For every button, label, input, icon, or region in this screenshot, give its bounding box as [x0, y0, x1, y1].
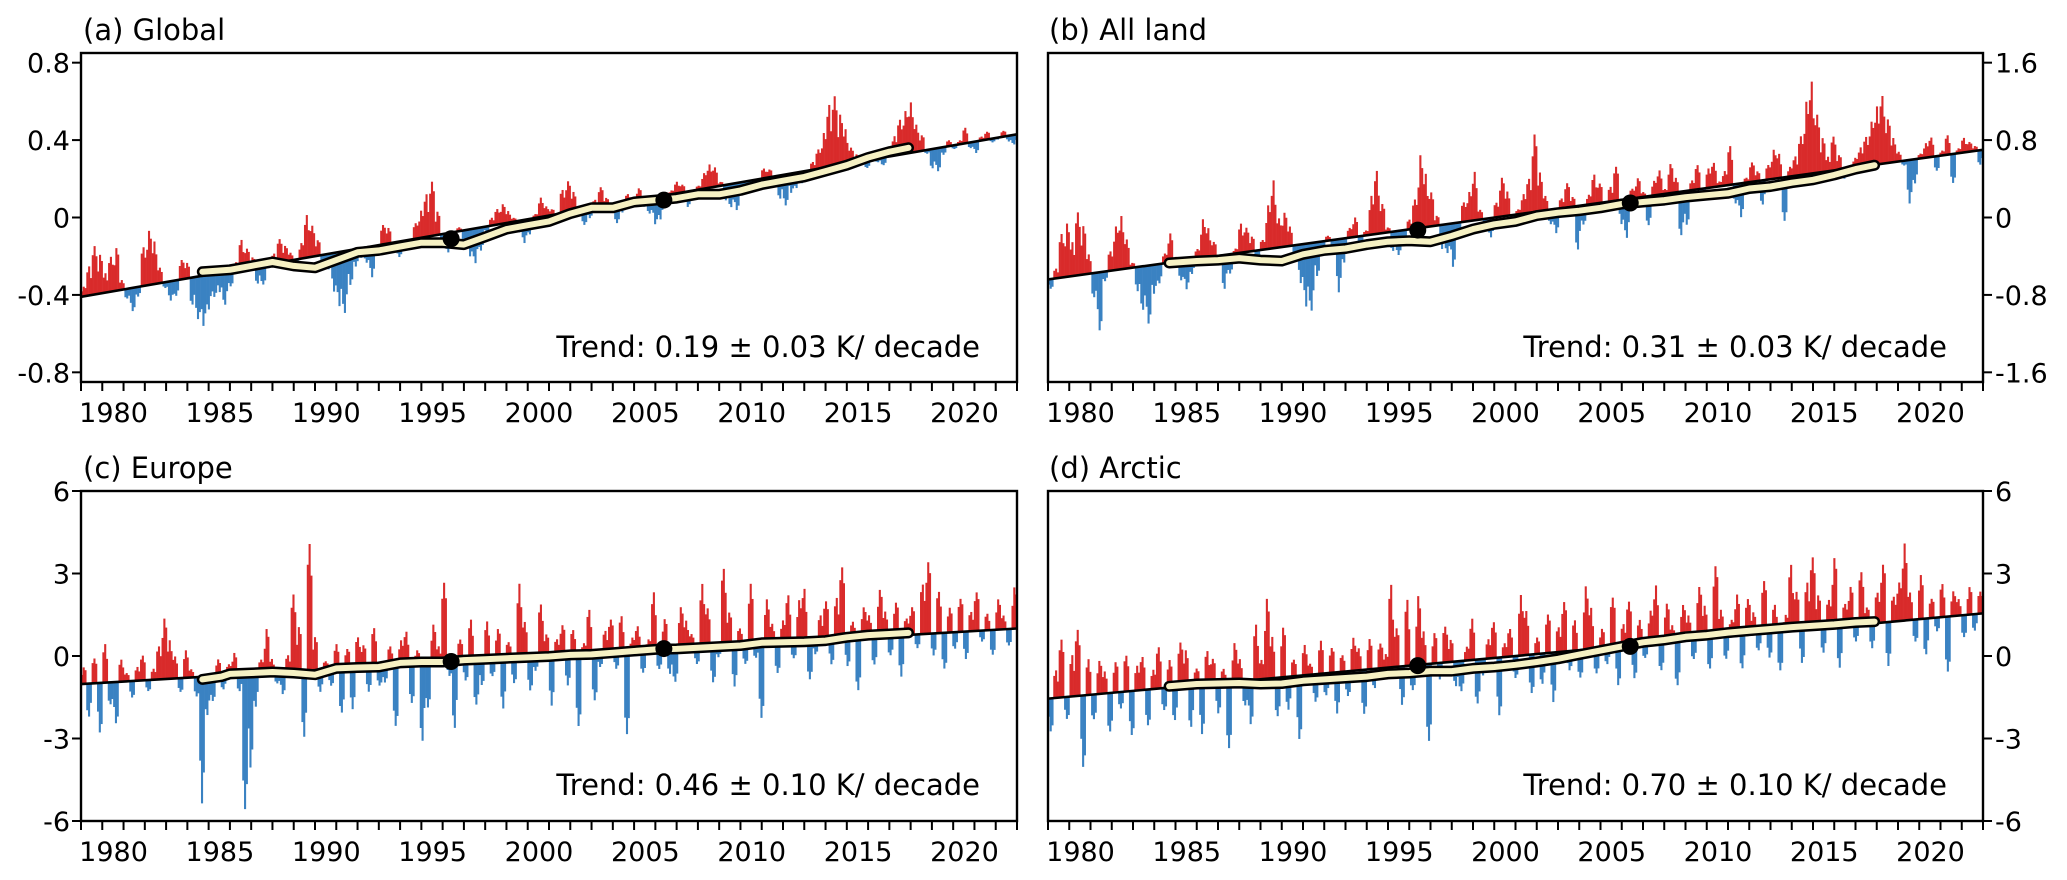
running-mean-line — [199, 629, 912, 683]
plot-area: 1980 1985 1990 1995 2000 2005 2010 2015 2020 6 3 0 -… — [43, 477, 1019, 868]
x-tick-label: 1995 — [398, 398, 467, 429]
marker-dot — [1409, 221, 1427, 239]
x-tick-label: 2005 — [611, 837, 680, 868]
x-tick-label: 1985 — [1152, 398, 1221, 429]
x-tick-label: 1990 — [292, 837, 361, 868]
x-tick-label: 2010 — [1684, 837, 1753, 868]
x-tick-label: 2005 — [1577, 837, 1646, 868]
x-tick-label: 1985 — [1152, 837, 1221, 868]
x-tick-label: 1990 — [292, 398, 361, 429]
panel-arctic: (d) Arctic 1980 1985 1990 1995 2000 2005 2010 2… — [1046, 451, 2022, 868]
y-tick-label: 3 — [1995, 560, 2012, 591]
marker-dot — [442, 230, 460, 248]
y-tick-label: 0 — [53, 642, 70, 673]
y-tick-label: -6 — [43, 807, 70, 838]
trend-annotation: Trend: 0.31 ± 0.03 K/ decade — [1522, 330, 1947, 364]
x-tick-label: 2005 — [611, 398, 680, 429]
panel-title: (c) Europe — [83, 451, 233, 485]
x-tick-label: 1990 — [1259, 398, 1328, 429]
x-tick-label: 2015 — [824, 398, 893, 429]
trend-annotation: Trend: 0.46 ± 0.10 K/ decade — [555, 768, 980, 802]
plot-area: 1980 1985 1990 1995 2000 2005 2010 2015 2020 0.8 0… — [17, 49, 1019, 429]
panel-global: (a) Global 1980 1985 1990 1995 2000 2005 2010 2… — [17, 13, 1019, 429]
series-group — [1048, 543, 1983, 767]
x-tick-label: 1980 — [1046, 837, 1115, 868]
x-tick-label: 1995 — [1365, 398, 1434, 429]
x-tick-label: 2020 — [1896, 837, 1965, 868]
y-tick-label: 6 — [53, 477, 70, 508]
panel-all-land: (b) All land 1980 1985 1990 1995 2000 2005 201… — [1046, 13, 2048, 429]
y-tick-label: -1.6 — [1995, 358, 2048, 389]
y-tick-label: -3 — [1995, 725, 2022, 756]
x-tick-label: 1995 — [1365, 837, 1434, 868]
x-tick-label: 2000 — [1471, 837, 1540, 868]
series-group — [81, 96, 1017, 326]
x-tick-label: 2020 — [930, 837, 999, 868]
y-tick-label: 0 — [53, 204, 70, 235]
x-tick-label: 2015 — [824, 837, 893, 868]
y-tick-label: -3 — [43, 725, 70, 756]
x-tick-label: 1985 — [186, 837, 255, 868]
running-mean-line — [1166, 618, 1878, 690]
y-tick-label: 0 — [1995, 204, 2012, 235]
marker-dot — [655, 640, 673, 658]
x-tick-label: 2015 — [1790, 398, 1859, 429]
y-tick-label: -0.8 — [1995, 281, 2048, 312]
x-tick-label: 2010 — [717, 837, 786, 868]
panel-title: (d) Arctic — [1049, 451, 1182, 485]
marker-dot — [442, 653, 460, 670]
x-tick-label: 2005 — [1577, 398, 1646, 429]
y-tick-label: -0.4 — [17, 281, 70, 312]
x-tick-label: 2020 — [1896, 398, 1965, 429]
y-tick-label: 0.4 — [27, 126, 70, 157]
y-tick-label: 0 — [1995, 642, 2012, 673]
y-tick-label: 3 — [53, 560, 70, 591]
panel-title: (a) Global — [83, 13, 225, 47]
x-tick-label: 2000 — [505, 398, 574, 429]
x-tick-label: 1980 — [79, 837, 148, 868]
series-group — [1048, 81, 1983, 331]
marker-dot — [1621, 637, 1639, 655]
x-tick-label: 2010 — [717, 398, 786, 429]
panel-title: (b) All land — [1049, 13, 1207, 47]
x-tick-label: 2020 — [930, 398, 999, 429]
x-tick-label: 2000 — [505, 837, 574, 868]
panel-europe: (c) Europe 1980 1985 1990 1995 2000 2005 2010 2… — [43, 451, 1019, 868]
x-tick-label: 1980 — [79, 398, 148, 429]
running-mean-line — [1166, 162, 1878, 266]
x-tick-label: 2000 — [1471, 398, 1540, 429]
y-tick-label: 0.8 — [27, 49, 70, 80]
plot-area: 1980 1985 1990 1995 2000 2005 2010 2015 2020 1.6 0… — [1046, 49, 2048, 429]
trend-annotation: Trend: 0.19 ± 0.03 K/ decade — [555, 330, 980, 364]
plot-area: 1980 1985 1990 1995 2000 2005 2010 2015 2020 6 3 0 -… — [1046, 477, 2022, 868]
y-tick-label: -0.8 — [17, 358, 70, 389]
x-tick-label: 1980 — [1046, 398, 1115, 429]
x-tick-label: 2015 — [1790, 837, 1859, 868]
y-tick-label: 0.8 — [1995, 126, 2038, 157]
x-tick-label: 1995 — [398, 837, 467, 868]
running-mean-line — [199, 144, 912, 275]
y-tick-label: -6 — [1995, 807, 2022, 838]
marker-dot — [1621, 194, 1639, 212]
marker-dot — [1409, 657, 1427, 675]
x-tick-label: 1985 — [186, 398, 255, 429]
series-group — [81, 543, 1017, 810]
y-tick-label: 6 — [1995, 477, 2012, 508]
marker-dot — [655, 191, 673, 209]
y-tick-label: 1.6 — [1995, 49, 2038, 80]
x-tick-label: 1990 — [1259, 837, 1328, 868]
x-tick-label: 2010 — [1684, 398, 1753, 429]
trend-annotation: Trend: 0.70 ± 0.10 K/ decade — [1522, 768, 1947, 802]
